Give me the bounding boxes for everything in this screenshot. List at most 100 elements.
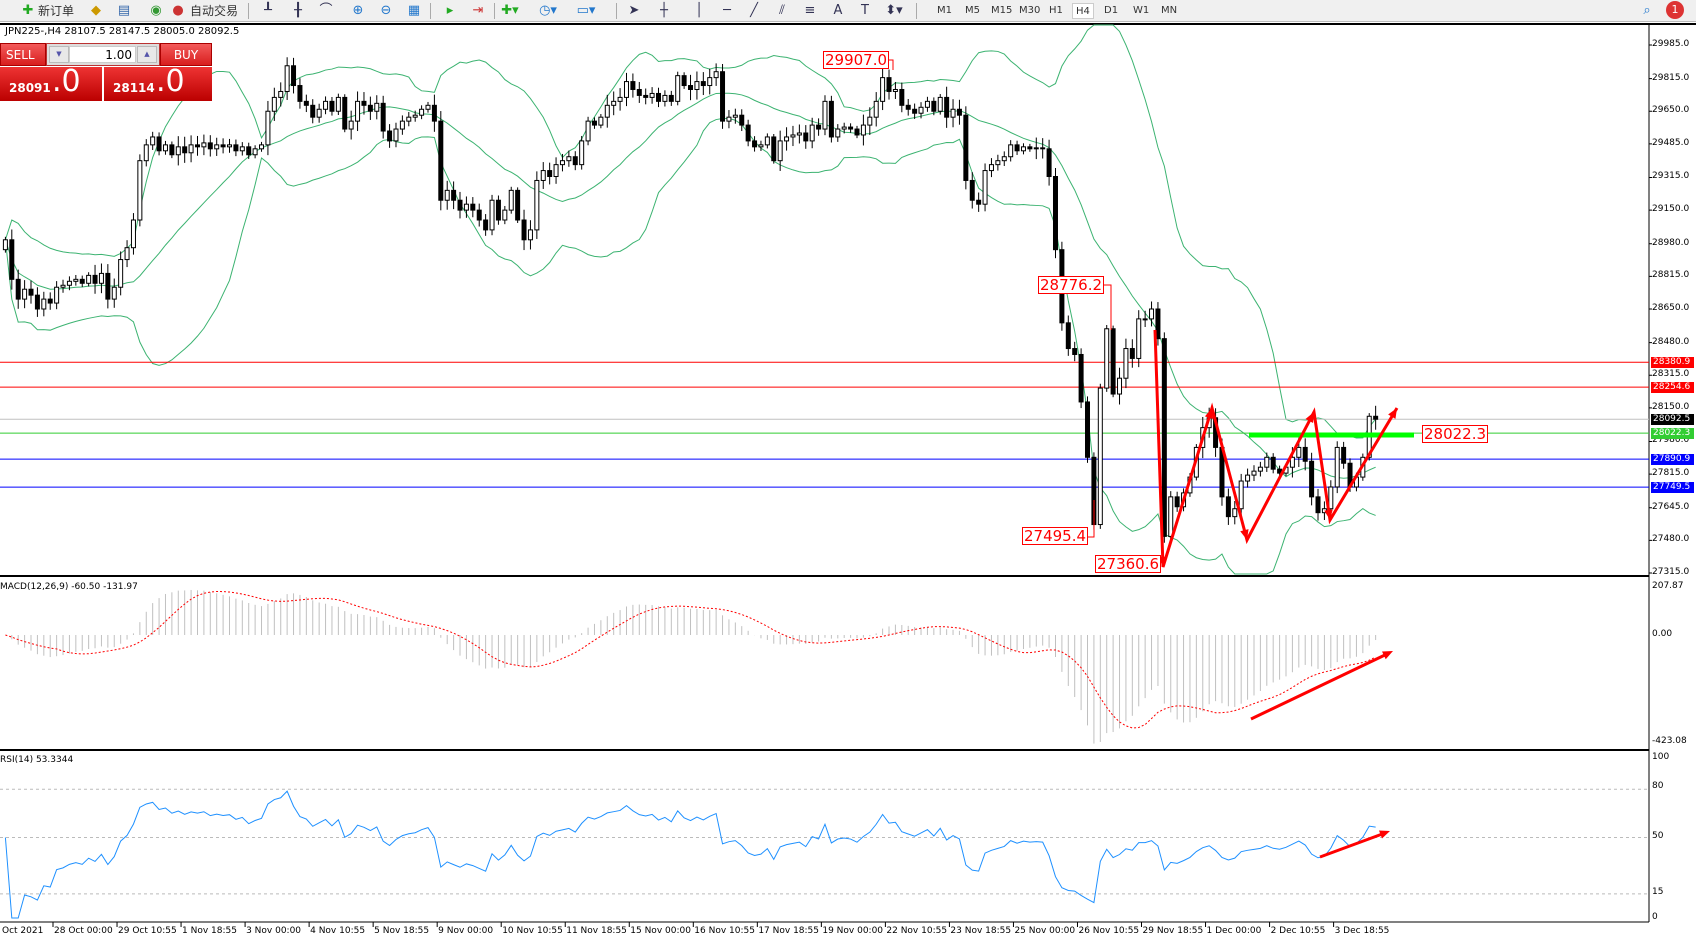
annotation-swing[interactable]: 28776.2 (1038, 276, 1105, 294)
cursor-icon[interactable]: ➤ (628, 3, 640, 18)
arrows-icon[interactable]: ⬍▾ (885, 3, 903, 18)
separator (430, 3, 431, 19)
annotation-low-2[interactable]: 27360.6 (1095, 555, 1162, 573)
crosshair-icon[interactable]: ┼ (660, 3, 668, 18)
timeframe-m5[interactable]: M5 (965, 5, 980, 16)
line-chart-icon[interactable]: ⌒ (319, 3, 333, 18)
time-axis-label: 2 Dec 10:55 (1270, 926, 1326, 936)
indicators-icon[interactable]: ✚▾ (501, 3, 519, 18)
candle-bear (886, 77, 892, 92)
price-axis-label: 28980.0 (1652, 237, 1690, 248)
candle-bull (227, 144, 233, 148)
rsi-axis-100: 100 (1652, 752, 1670, 762)
new-order-button[interactable]: 新订单 (38, 4, 75, 18)
candle-bull (1097, 387, 1103, 526)
timeframe-h1[interactable]: H1 (1049, 5, 1063, 16)
timeframe-m1[interactable]: M1 (937, 5, 952, 16)
buy-button[interactable]: BUY (160, 43, 212, 66)
periods-clock-icon[interactable]: ◷▾ (539, 3, 557, 18)
candle-bull (534, 179, 540, 231)
candle-bull (150, 136, 156, 146)
candle-bull (790, 134, 796, 138)
candle-bull (130, 219, 136, 249)
candle-bull (41, 298, 47, 310)
price-axis-label: 27645.0 (1652, 501, 1690, 512)
lot-decrease-button[interactable]: ▼ (49, 46, 69, 63)
candle-bull (399, 120, 405, 130)
price-level-tag[interactable]: 28254.6 (1651, 382, 1694, 394)
price-level-tag[interactable]: 28022.3 (1651, 428, 1694, 440)
signals-icon[interactable]: ◉ (150, 3, 162, 18)
candle-bull (252, 148, 258, 156)
timeframe-m30[interactable]: M30 (1019, 5, 1041, 16)
bollinger-middle (4, 92, 1376, 479)
zoom-out-icon[interactable]: ⊖ (380, 3, 392, 18)
notification-badge[interactable]: 1 (1666, 1, 1684, 19)
candle-bear (803, 132, 809, 142)
candle-bull (355, 100, 361, 122)
auto-trading-icon[interactable]: ● (172, 3, 184, 18)
candle-bear (34, 294, 40, 310)
trendline-icon[interactable]: ╱ (750, 3, 758, 18)
chart-window[interactable] (0, 23, 1696, 939)
candle-bull (880, 77, 886, 102)
candle-bull (259, 144, 265, 150)
candle-bear (246, 146, 252, 156)
buy-price-main: 28114 (113, 81, 155, 95)
fibonacci-icon[interactable]: ≡ (804, 3, 816, 18)
candlestick-icon[interactable]: ╂ (294, 3, 302, 18)
annotation-high[interactable]: 29907.0 (823, 51, 890, 69)
chart-shift-icon[interactable]: ⇥ (472, 3, 484, 18)
price-level-tag[interactable]: 28092.5 (1651, 414, 1694, 426)
lot-increase-button[interactable]: ▲ (137, 46, 157, 63)
candle-bear (572, 156, 578, 166)
lot-size-input[interactable] (69, 46, 136, 63)
arrowhead (1305, 412, 1314, 423)
timeframe-mn[interactable]: MN (1161, 5, 1178, 16)
zoom-in-icon[interactable]: ⊕ (352, 3, 364, 18)
macd-divergence-arrow (1250, 652, 1388, 721)
auto-trading-button[interactable]: 自动交易 (190, 4, 239, 18)
buy-price[interactable]: 28114 .0 (104, 64, 212, 101)
timeframe-m15[interactable]: M15 (991, 5, 1013, 16)
arrowhead (1379, 830, 1390, 839)
time-axis-label: 17 Nov 18:55 (758, 926, 820, 936)
candle-bull (323, 100, 329, 110)
annotation-neckline[interactable]: 28022.3 (1422, 425, 1489, 443)
templates-icon[interactable]: ▭▾ (576, 3, 596, 18)
sell-price[interactable]: 28091 .0 (0, 64, 102, 101)
candle-bull (988, 164, 994, 172)
candle-bull (1149, 308, 1155, 320)
candle-bear (720, 71, 726, 122)
timeframe-h4[interactable]: H4 (1072, 3, 1094, 19)
timeframe-d1[interactable]: D1 (1104, 5, 1119, 16)
candle-bull (214, 144, 220, 150)
candle-bull (675, 75, 681, 102)
candle-bull (1232, 508, 1238, 518)
timeframe-w1[interactable]: W1 (1133, 5, 1150, 16)
new-order-icon[interactable]: ✚ (22, 3, 34, 18)
price-level-tag[interactable]: 28380.9 (1651, 357, 1694, 369)
equidistant-channel-icon[interactable]: ⫽ (779, 3, 785, 18)
sell-button[interactable]: SELL (0, 43, 46, 66)
candle-bear (1174, 496, 1180, 508)
horizontal-line-icon[interactable]: ─ (723, 3, 731, 18)
market-watch-icon[interactable]: ◆ (91, 3, 101, 18)
candle-bull (1104, 328, 1110, 389)
time-axis-label: 11 Nov 18:55 (566, 926, 627, 936)
bar-chart-icon[interactable]: ┸ (264, 3, 272, 18)
text-icon[interactable]: A (833, 3, 843, 18)
price-level-tag[interactable]: 27749.5 (1651, 482, 1694, 494)
search-icon[interactable]: ⌕ (1643, 3, 1651, 18)
auto-scroll-icon[interactable]: ▸ (446, 3, 454, 18)
annotation-low-1[interactable]: 27495.4 (1022, 527, 1089, 545)
text-label-icon[interactable]: T (861, 3, 869, 18)
vertical-line-icon[interactable]: │ (695, 3, 703, 18)
price-level-tag[interactable]: 27890.9 (1651, 454, 1694, 466)
tile-windows-icon[interactable]: ▦ (407, 3, 421, 18)
navigator-icon[interactable]: ▤ (117, 3, 131, 18)
sell-price-main: 28091 (9, 81, 51, 95)
candle-bear (739, 114, 745, 126)
candle-bear (297, 85, 303, 102)
